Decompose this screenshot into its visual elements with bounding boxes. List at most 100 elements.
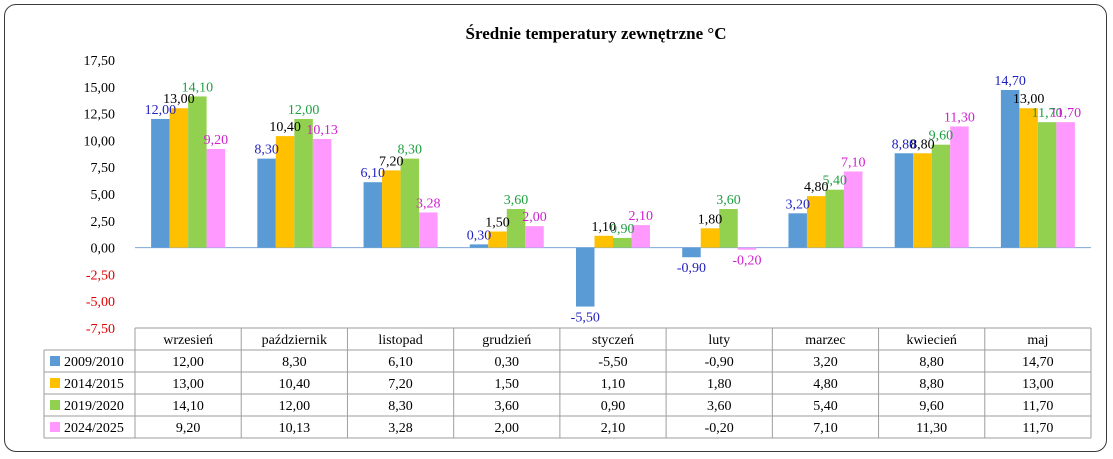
bar-2024-2025-8 [1056,122,1075,248]
bar-2009-2010-1 [257,158,276,248]
table-cell: -0,20 [705,421,734,436]
bar-2019-2020-3 [506,209,526,248]
legend-swatch [50,422,60,432]
bar-2009-2010-2 [363,182,383,248]
bar-2024-2025-7 [950,126,969,248]
bar-2019-2020-4 [613,237,632,248]
bar-2009-2010-3 [469,244,489,248]
y-tick-label: -7,50 [86,322,115,337]
bar-2009-2010-6 [788,213,807,248]
table-cell: 3,60 [707,399,732,414]
bar-2009-2010-7 [894,153,914,248]
bar-2009-2010-5 [682,247,701,258]
category-label: listopad [378,333,422,348]
data-label: 2,00 [522,210,547,225]
data-label: -5,50 [571,311,600,326]
data-label: 2,10 [629,209,654,224]
data-label: 8,80 [892,137,917,152]
bar-2024-2025-6 [843,171,863,248]
category-label: maj [1027,333,1048,348]
legend-swatch [50,356,60,366]
table-cell: 9,60 [919,399,944,414]
data-label: 8,80 [910,137,935,152]
bar-2024-2025-0 [206,148,226,248]
table-cell: -0,90 [705,355,734,370]
data-label: 4,80 [804,180,829,195]
category-label: styczeń [592,333,634,348]
table-cell: 10,40 [279,377,311,392]
legend-swatch [50,378,60,388]
bar-2014-2015-3 [488,231,507,248]
data-label: 14,70 [994,74,1026,89]
category-label: luty [708,333,730,348]
legend-label: 2014/2015 [64,377,124,392]
category-label: marzec [805,333,845,348]
data-label: 10,13 [306,123,338,138]
bar-2024-2025-5 [737,247,757,250]
data-label: 8,30 [398,143,423,158]
legend-swatch [50,400,60,410]
data-label: 6,10 [361,166,386,181]
table-cell: 11,70 [1022,421,1053,436]
data-label: 10,40 [269,120,301,135]
table-cell: 1,10 [601,377,626,392]
table-cell: 3,20 [813,355,838,370]
data-label: 3,60 [716,193,741,208]
data-label: 0,30 [467,228,492,243]
table-cell: 5,40 [813,399,838,414]
bar-2014-2015-5 [700,228,720,248]
table-cell: 3,60 [495,399,520,414]
data-label: 13,00 [1013,92,1045,107]
category-label: wrzesień [163,333,213,348]
legend-label: 2024/2025 [64,421,124,436]
y-tick-label: 5,00 [91,188,116,203]
bars [151,90,1075,307]
bar-2024-2025-1 [312,139,332,248]
bar-2014-2015-4 [594,235,613,248]
data-label: 3,20 [785,197,810,212]
table-cell: 3,28 [388,421,413,436]
bar-2014-2015-0 [169,108,189,248]
category-label: kwiecień [906,333,957,348]
table-cell: 8,80 [919,377,944,392]
y-tick-label: 2,50 [91,215,116,230]
table-cell: 14,10 [172,399,204,414]
table-cell: 9,20 [176,421,201,436]
bar-2024-2025-2 [419,212,438,248]
table-cell: 7,10 [813,421,838,436]
table-cell: -5,50 [598,355,627,370]
bar-2009-2010-8 [1000,90,1020,248]
table-cell: 2,10 [601,421,626,436]
bar-2014-2015-6 [806,196,826,248]
data-label: 12,00 [288,103,320,118]
y-tick-label: -2,50 [86,268,115,283]
y-tick-label: 17,50 [84,54,116,69]
table-cell: 12,00 [279,399,311,414]
bar-2014-2015-7 [913,153,932,248]
data-label: 1,50 [485,216,510,231]
data-labels: 12,0013,0014,109,208,3010,4012,0010,136,… [145,74,1082,326]
data-label: 9,60 [929,129,954,144]
y-tick-label: 15,00 [84,81,116,96]
table-cell: 11,30 [916,421,947,436]
bar-2019-2020-6 [825,189,844,248]
data-label: 13,00 [163,92,195,107]
category-label: październik [262,333,327,348]
bar-2019-2020-8 [1037,122,1057,248]
y-tick-label: 0,00 [91,242,116,257]
bar-2009-2010-4 [576,247,595,307]
chart-title: Średnie temperatury zewnętrzne °C [466,24,727,43]
data-label: 5,40 [822,174,847,189]
data-label: 3,28 [416,196,441,211]
table-cell: 1,50 [495,377,520,392]
table-cell: 4,80 [813,377,838,392]
data-label: 11,70 [1032,106,1063,121]
data-label: 8,30 [254,143,279,158]
data-label: 9,20 [204,133,229,148]
data-label: -0,90 [677,261,706,276]
table-cell: 0,30 [495,355,520,370]
y-tick-label: 10,00 [84,134,116,149]
legend-label: 2009/2010 [64,355,124,370]
bar-2009-2010-0 [151,118,170,248]
